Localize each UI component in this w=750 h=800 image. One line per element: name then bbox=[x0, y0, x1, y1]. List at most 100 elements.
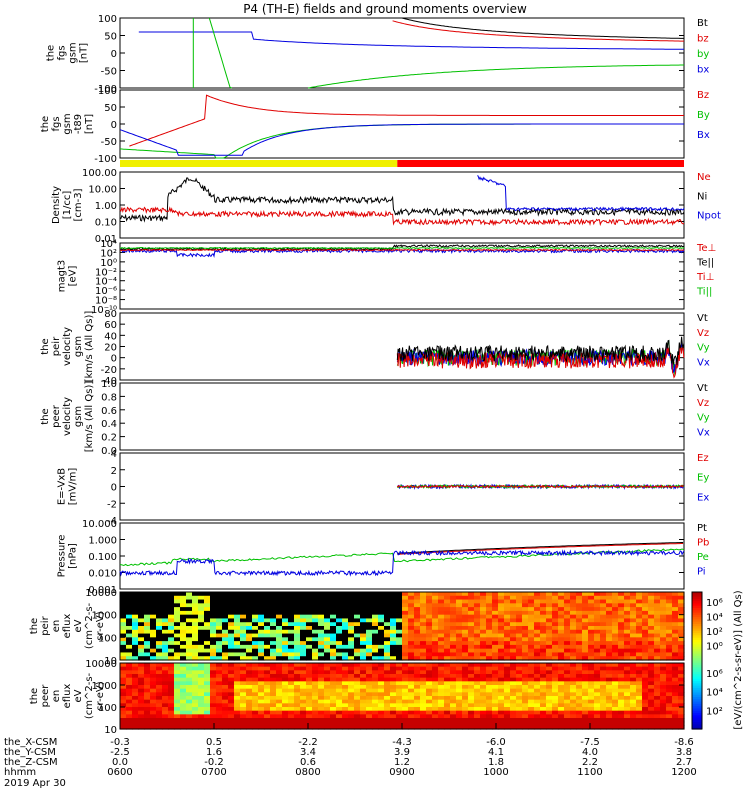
spectrogram-cell bbox=[624, 629, 631, 635]
spectrogram-cell bbox=[570, 644, 577, 650]
spectrogram-cell bbox=[408, 599, 415, 604]
spectrogram-cell bbox=[294, 674, 301, 679]
spectrogram-cell bbox=[588, 656, 595, 661]
spectrogram-cell bbox=[150, 666, 157, 671]
spectrogram-cell bbox=[570, 692, 577, 697]
spectrogram-cell bbox=[150, 637, 157, 642]
spectrogram-cell bbox=[144, 648, 151, 654]
spectrogram-cell bbox=[366, 685, 373, 690]
spectrogram-cell bbox=[240, 696, 247, 701]
spectrogram-cell bbox=[498, 652, 505, 657]
spectrogram-cell bbox=[438, 637, 445, 642]
spectrogram-cell bbox=[198, 710, 205, 715]
spectrogram-cell bbox=[120, 699, 127, 704]
spectrogram-cell bbox=[468, 656, 475, 661]
spectrogram-cell bbox=[678, 607, 685, 612]
x-axis-date: 2019 Apr 30 bbox=[4, 778, 66, 789]
spectrogram-cell bbox=[264, 622, 271, 627]
spectrogram-cell bbox=[516, 603, 523, 608]
colorbar-tick-label: 10² bbox=[706, 627, 723, 638]
spectrogram-cell bbox=[546, 599, 553, 604]
spectrogram-cell bbox=[366, 703, 373, 708]
spectrogram-cell bbox=[168, 685, 175, 690]
spectrogram-cell bbox=[120, 648, 127, 654]
spectrogram-cell bbox=[612, 707, 619, 712]
spectrogram-cell bbox=[360, 718, 367, 723]
spectrogram-cell bbox=[666, 618, 673, 623]
spectrogram-cell bbox=[540, 622, 547, 627]
spectrogram-cell bbox=[594, 663, 601, 668]
spectrogram-cell bbox=[678, 633, 685, 638]
spectrogram-cell bbox=[192, 652, 199, 657]
spectrogram-cell bbox=[252, 677, 259, 682]
spectrogram-cell bbox=[636, 725, 643, 730]
spectrogram-cell bbox=[138, 703, 145, 708]
spectrogram-cell bbox=[408, 718, 415, 723]
spectrogram-cell bbox=[384, 681, 391, 686]
spectrogram-cell bbox=[162, 699, 169, 704]
spectrogram-cell bbox=[348, 633, 355, 638]
spectrogram-cell bbox=[444, 688, 451, 693]
spectrogram-cell bbox=[570, 652, 577, 657]
spectrogram-cell bbox=[306, 674, 313, 679]
spectrogram-cell bbox=[588, 614, 595, 620]
spectrogram-cell bbox=[222, 714, 229, 719]
y-tick-label: 10⁻⁸ bbox=[95, 296, 117, 307]
spectrogram-cell bbox=[402, 674, 409, 679]
spectrogram-cell bbox=[498, 607, 505, 612]
spectrogram-cell bbox=[174, 633, 181, 638]
spectrogram-cell bbox=[432, 681, 439, 686]
spectrogram-cell bbox=[474, 592, 481, 597]
spectrogram-cell bbox=[420, 610, 427, 616]
spectrogram-cell bbox=[552, 592, 559, 597]
spectrogram-cell bbox=[648, 681, 655, 686]
spectrogram-cell bbox=[558, 674, 565, 679]
spectrogram-cell bbox=[564, 703, 571, 708]
spectrogram-cell bbox=[306, 603, 313, 608]
spectrogram-cell bbox=[540, 656, 547, 661]
spectrogram-cell bbox=[672, 725, 679, 730]
spectrogram-cell bbox=[558, 677, 565, 682]
y-tick-label: 0 bbox=[111, 49, 117, 60]
spectrogram-cell bbox=[636, 714, 643, 719]
spectrogram-cell bbox=[438, 648, 445, 654]
x-axis-row-label: the_Z-CSM bbox=[4, 757, 58, 768]
spectrogram-cell bbox=[630, 710, 637, 715]
spectrogram-cell bbox=[576, 685, 583, 690]
spectrogram-cell bbox=[306, 607, 313, 612]
spectrogram-cell bbox=[408, 681, 415, 686]
spectrogram-cell bbox=[426, 670, 433, 675]
spectrogram-cell bbox=[528, 725, 535, 730]
spectrogram-cell bbox=[630, 688, 637, 693]
y-tick-label: 0.100 bbox=[88, 552, 117, 563]
spectrogram-cell bbox=[246, 718, 253, 723]
spectrogram-cell bbox=[270, 696, 277, 701]
spectrogram-cell bbox=[660, 670, 667, 675]
spectrogram-cell bbox=[204, 633, 211, 638]
spectrogram-cell bbox=[570, 670, 577, 675]
spectrogram-cell bbox=[414, 644, 421, 650]
spectrogram-cell bbox=[300, 595, 307, 601]
spectrogram-cell bbox=[474, 610, 481, 616]
spectrogram-cell bbox=[504, 614, 511, 620]
legend-ni: Ni bbox=[697, 191, 707, 202]
spectrogram-cell bbox=[588, 699, 595, 704]
spectrogram-cell bbox=[342, 629, 349, 635]
y-axis-label-line: [nT] bbox=[84, 114, 95, 134]
spectrogram-cell bbox=[570, 710, 577, 715]
spectrogram-cell bbox=[276, 641, 283, 646]
colorbar-step bbox=[692, 646, 702, 650]
spectrogram-cell bbox=[666, 592, 673, 597]
spectrogram-cell bbox=[120, 644, 127, 650]
spectrogram-cell bbox=[408, 592, 415, 597]
spectrogram-cell bbox=[144, 674, 151, 679]
spectrogram-cell bbox=[336, 677, 343, 682]
spectrogram-cell bbox=[144, 652, 151, 657]
spectrogram-cell bbox=[336, 610, 343, 616]
spectrogram-cell bbox=[414, 703, 421, 708]
spectrogram-cell bbox=[234, 607, 241, 612]
spectrogram-cell bbox=[192, 610, 199, 616]
spectrogram-cell bbox=[228, 718, 235, 723]
spectrogram-cell bbox=[480, 610, 487, 616]
